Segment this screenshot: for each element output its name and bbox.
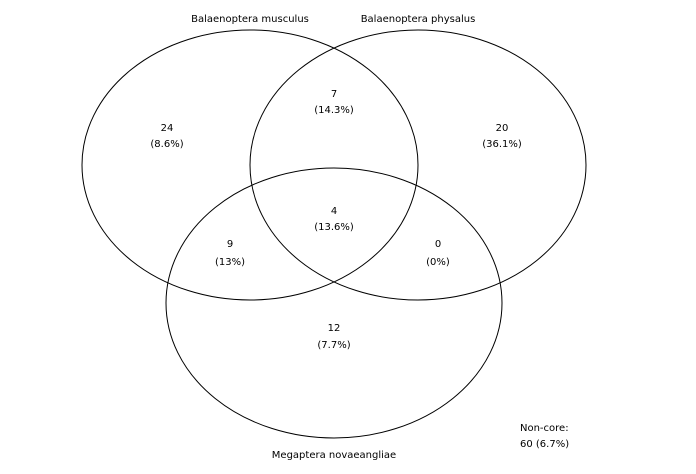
set-b-label: Balaenoptera physalus xyxy=(361,14,476,25)
region-bc-count: 0 xyxy=(435,239,441,250)
region-c-only-count: 12 xyxy=(328,323,341,334)
region-bc-percent: (0%) xyxy=(426,257,450,268)
region-ac-percent: (13%) xyxy=(215,257,245,268)
region-c-only-percent: (7.7%) xyxy=(317,340,350,351)
region-b-only-percent: (36.1%) xyxy=(482,139,522,150)
region-a-only-count: 24 xyxy=(161,123,174,134)
region-ab-percent: (14.3%) xyxy=(314,105,354,116)
set-c-label: Megaptera novaeangliae xyxy=(272,450,396,461)
region-abc-count: 4 xyxy=(331,206,337,217)
set-b-ellipse xyxy=(249,29,587,301)
region-b-only-count: 20 xyxy=(496,123,509,134)
region-ab-count: 7 xyxy=(331,89,337,100)
noncore-label: Non-core: xyxy=(520,423,569,434)
set-a-label: Balaenoptera musculus xyxy=(191,14,309,25)
noncore-value: 60 (6.7%) xyxy=(520,439,569,450)
region-ac-count: 9 xyxy=(227,239,233,250)
region-a-only-percent: (8.6%) xyxy=(150,139,183,150)
set-a-ellipse xyxy=(81,29,419,301)
set-c-ellipse xyxy=(165,167,503,439)
region-abc-percent: (13.6%) xyxy=(314,222,354,233)
